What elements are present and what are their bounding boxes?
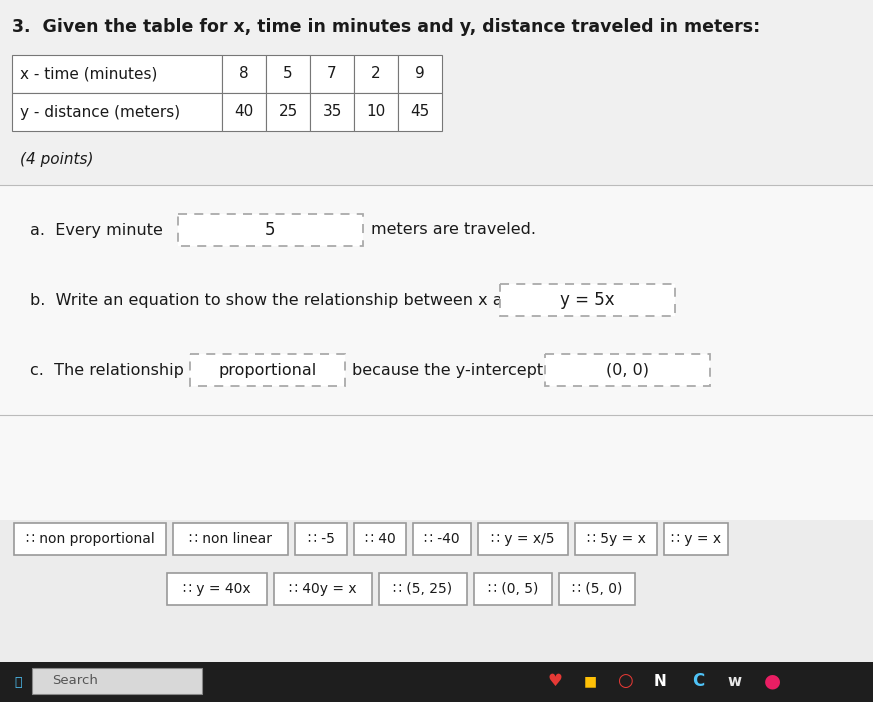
Text: ∷ non linear: ∷ non linear <box>189 532 272 546</box>
Bar <box>310 93 354 131</box>
Text: proportional: proportional <box>218 362 317 378</box>
FancyBboxPatch shape <box>379 573 467 605</box>
Text: ∷ 40y = x: ∷ 40y = x <box>289 582 357 596</box>
Text: 40: 40 <box>234 105 254 119</box>
Text: ∷ -40: ∷ -40 <box>424 532 460 546</box>
Bar <box>0 185 873 520</box>
Text: 25: 25 <box>278 105 298 119</box>
FancyBboxPatch shape <box>173 523 288 555</box>
Bar <box>354 55 398 93</box>
Text: 5: 5 <box>265 221 276 239</box>
Text: 5: 5 <box>283 67 292 81</box>
Text: y - distance (meters): y - distance (meters) <box>20 105 180 119</box>
Text: ⬛: ⬛ <box>14 675 22 689</box>
Text: ∷ 40: ∷ 40 <box>365 532 395 546</box>
Text: N: N <box>654 673 666 689</box>
FancyBboxPatch shape <box>295 523 347 555</box>
FancyBboxPatch shape <box>500 284 675 316</box>
Text: ∷ y = x: ∷ y = x <box>671 532 721 546</box>
Bar <box>12 55 222 93</box>
Bar <box>222 55 266 93</box>
Bar <box>0 0 873 185</box>
Text: 10: 10 <box>367 105 386 119</box>
Text: 3.  Given the table for x, time in minutes and y, distance traveled in meters:: 3. Given the table for x, time in minute… <box>12 18 760 36</box>
Text: (4 points): (4 points) <box>20 152 93 167</box>
Text: ■: ■ <box>583 674 596 688</box>
FancyBboxPatch shape <box>545 354 710 386</box>
Bar <box>0 520 873 662</box>
Text: ∷ -5: ∷ -5 <box>307 532 334 546</box>
FancyBboxPatch shape <box>559 573 635 605</box>
Text: a.  Every minute: a. Every minute <box>30 223 163 237</box>
Text: y = 5x: y = 5x <box>560 291 615 309</box>
Bar <box>398 55 442 93</box>
FancyBboxPatch shape <box>14 523 166 555</box>
Text: ∷ y = x/5: ∷ y = x/5 <box>491 532 554 546</box>
Bar <box>354 93 398 131</box>
Text: ∷ non proportional: ∷ non proportional <box>25 532 155 546</box>
Text: ∷ (5, 0): ∷ (5, 0) <box>572 582 622 596</box>
Text: ∷ (0, 5): ∷ (0, 5) <box>488 582 538 596</box>
Text: ∷ y = 40x: ∷ y = 40x <box>183 582 251 596</box>
FancyBboxPatch shape <box>354 523 406 555</box>
Text: ●: ● <box>764 672 780 691</box>
Text: ○: ○ <box>617 672 633 690</box>
Bar <box>12 93 222 131</box>
Text: 35: 35 <box>322 105 341 119</box>
Bar <box>0 662 873 702</box>
Bar <box>310 55 354 93</box>
Bar <box>266 55 310 93</box>
Bar <box>32 668 202 694</box>
Text: because the y-intercept is: because the y-intercept is <box>352 362 561 378</box>
Text: ∷ (5, 25): ∷ (5, 25) <box>394 582 452 596</box>
Text: ♥: ♥ <box>547 672 562 690</box>
Text: 9: 9 <box>416 67 425 81</box>
FancyBboxPatch shape <box>474 573 552 605</box>
FancyBboxPatch shape <box>274 573 372 605</box>
Text: w: w <box>728 673 742 689</box>
Text: c.  The relationship is: c. The relationship is <box>30 362 202 378</box>
Text: 7: 7 <box>327 67 337 81</box>
Text: 8: 8 <box>239 67 249 81</box>
Text: ∷ 5y = x: ∷ 5y = x <box>587 532 645 546</box>
FancyBboxPatch shape <box>190 354 345 386</box>
Bar <box>222 93 266 131</box>
Text: x - time (minutes): x - time (minutes) <box>20 67 157 81</box>
Bar <box>266 93 310 131</box>
FancyBboxPatch shape <box>167 573 267 605</box>
Text: meters are traveled.: meters are traveled. <box>371 223 536 237</box>
FancyBboxPatch shape <box>478 523 568 555</box>
Text: 2: 2 <box>371 67 381 81</box>
FancyBboxPatch shape <box>178 214 363 246</box>
FancyBboxPatch shape <box>413 523 471 555</box>
Text: b.  Write an equation to show the relationship between x and y.: b. Write an equation to show the relatio… <box>30 293 540 307</box>
Bar <box>398 93 442 131</box>
FancyBboxPatch shape <box>575 523 657 555</box>
Text: C: C <box>692 672 705 690</box>
Text: Search: Search <box>52 675 98 687</box>
FancyBboxPatch shape <box>664 523 728 555</box>
Text: (0, 0): (0, 0) <box>606 362 649 378</box>
Text: 45: 45 <box>410 105 430 119</box>
